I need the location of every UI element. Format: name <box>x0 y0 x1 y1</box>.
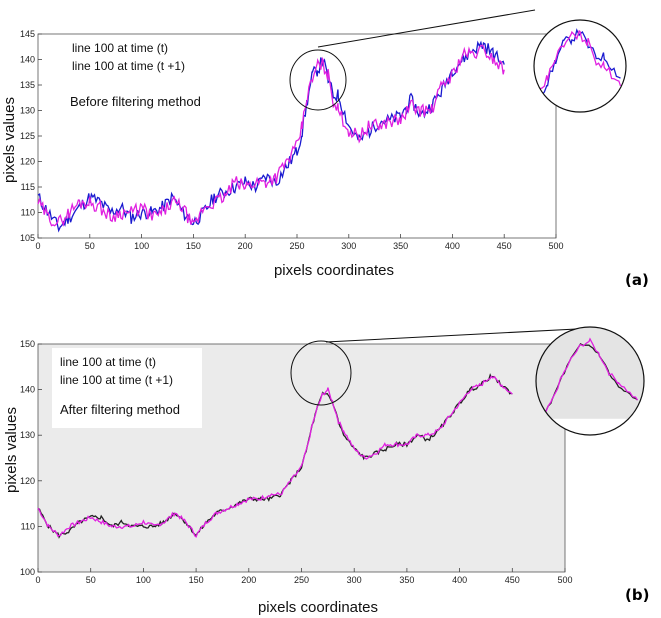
x-tick-label: 350 <box>393 241 408 251</box>
zoom-source-circle <box>289 49 347 111</box>
x-axis-label-a: pixels coordinates <box>274 262 394 279</box>
x-axis-label-b: pixels coordinates <box>258 599 378 616</box>
chart-panel-b: 100 110 120 130 140 150 0 50 100 150 200 250 300 350… <box>0 326 661 616</box>
series-lines-a <box>37 40 505 233</box>
x-tick-label: 400 <box>445 241 460 251</box>
x-tick-label: 100 <box>136 575 151 585</box>
y-tick-label: 100 <box>20 567 35 577</box>
y-tick-label: 135 <box>20 80 35 90</box>
series-line-2 <box>37 44 505 227</box>
x-ticks-b: 0 50 100 150 200 250 300 350 400 450 500 <box>35 568 573 585</box>
x-tick-label: 100 <box>134 241 149 251</box>
chart-panel-a: 105 110 115 120 125 130 135 140 145 0 50 100 150 200… <box>1 9 649 289</box>
zoom-connector <box>325 327 597 343</box>
x-tick-label: 150 <box>189 575 204 585</box>
x-tick-label: 200 <box>241 575 256 585</box>
y-tick-label: 130 <box>20 106 35 116</box>
x-tick-label: 0 <box>35 241 40 251</box>
legend-box-b <box>52 348 202 428</box>
series-line-1 <box>37 373 513 539</box>
y-ticks-b: 100 110 120 130 140 150 <box>20 339 42 577</box>
x-tick-label: 200 <box>238 241 253 251</box>
zoom-inset-b <box>290 326 645 436</box>
zoom-series-line-2 <box>541 337 639 418</box>
y-tick-label: 105 <box>20 233 35 243</box>
series-lines-b <box>37 373 513 539</box>
y-axis-label-a: pixels values <box>1 97 18 183</box>
series-line-2 <box>37 375 513 538</box>
annotation-a: Before filtering method <box>70 94 201 109</box>
x-tick-label: 250 <box>294 575 309 585</box>
x-tick-label: 350 <box>399 575 414 585</box>
annotation-b: After filtering method <box>60 402 180 417</box>
y-tick-label: 115 <box>21 182 35 192</box>
legend-entry-a-1: line 100 at time (t) <box>72 41 168 55</box>
x-tick-label: 150 <box>186 241 201 251</box>
x-tick-label: 50 <box>86 575 96 585</box>
x-ticks-a: 0 50 100 150 200 250 300 350 400 450 500 <box>35 234 564 251</box>
panel-label-a: (a) <box>625 271 649 289</box>
legend-entry-b-2: line 100 at time (t +1) <box>60 373 173 387</box>
legend-entry-a-2: line 100 at time (t +1) <box>72 59 185 73</box>
x-tick-label: 500 <box>548 241 563 251</box>
x-tick-label: 300 <box>341 241 356 251</box>
x-tick-label: 300 <box>347 575 362 585</box>
y-tick-label: 120 <box>20 476 35 486</box>
y-tick-label: 145 <box>20 29 35 39</box>
y-tick-label: 120 <box>20 157 35 167</box>
y-ticks-a: 105 110 115 120 125 130 135 140 145 <box>20 29 42 243</box>
y-axis-label-b: pixels values <box>3 407 20 493</box>
zoom-circle-outline <box>535 326 645 436</box>
x-tick-label: 400 <box>452 575 467 585</box>
y-tick-label: 140 <box>20 55 35 65</box>
x-tick-label: 250 <box>289 241 304 251</box>
legend-entry-b-1: line 100 at time (t) <box>60 355 156 369</box>
x-tick-label: 450 <box>497 241 512 251</box>
y-tick-label: 150 <box>20 339 35 349</box>
zoom-inset-a <box>289 9 627 113</box>
series-line-1 <box>37 40 505 233</box>
zoom-series-line-1 <box>538 28 621 100</box>
zoom-circle-outline <box>533 19 627 113</box>
zoom-connector <box>317 9 536 48</box>
panel-label-b: (b) <box>625 586 649 604</box>
y-tick-label: 110 <box>21 521 35 531</box>
zoom-source-circle <box>290 340 352 406</box>
zoom-circle-bg <box>534 20 626 112</box>
x-tick-label: 450 <box>505 575 520 585</box>
y-tick-label: 130 <box>20 430 35 440</box>
x-tick-label: 500 <box>557 575 572 585</box>
zoom-series-line-2 <box>539 29 622 90</box>
y-tick-label: 125 <box>20 131 35 141</box>
y-tick-label: 110 <box>21 208 35 218</box>
zoom-inner-bg <box>536 327 644 419</box>
y-tick-label: 140 <box>20 385 35 395</box>
x-tick-label: 50 <box>85 241 95 251</box>
x-tick-label: 0 <box>35 575 40 585</box>
